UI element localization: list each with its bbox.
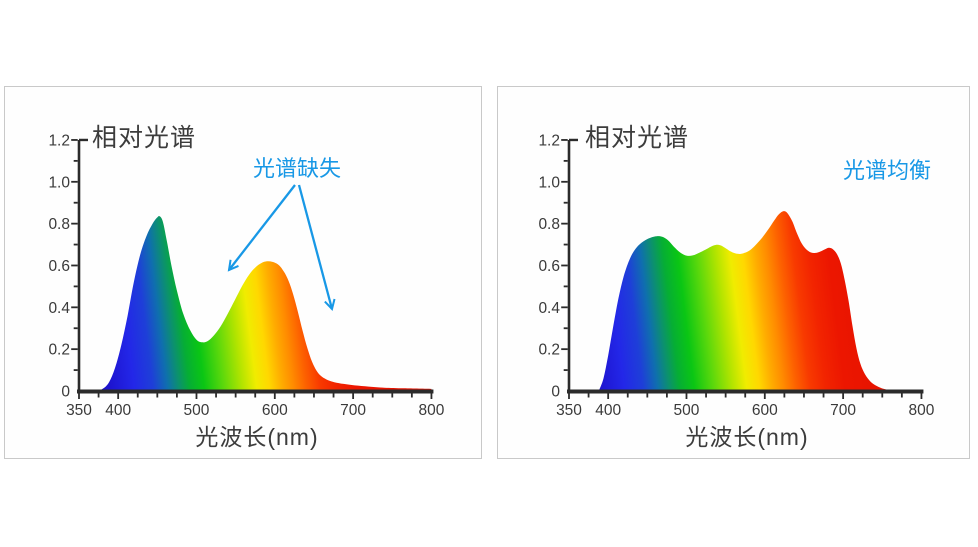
spectrum-area-chart-right: 0 0.2 0.4 0.6 0.8 1.0 1.2 350 400 500 600 700 800 (538, 132, 935, 419)
x-tick-label: 350 (66, 402, 92, 419)
y-tick-label: 0.2 (48, 342, 70, 359)
x-tick-label: 800 (909, 402, 935, 419)
x-tick-label: 500 (674, 402, 700, 419)
x-tick-label: 350 (556, 402, 582, 419)
x-tick-label: 700 (340, 402, 366, 419)
y-tick-label: 1.0 (48, 174, 70, 191)
y-tick-label: 0 (61, 384, 70, 401)
y-tick-label: 0.4 (48, 300, 70, 317)
y-tick-label: 0 (551, 384, 560, 401)
x-tick-label: 700 (830, 402, 856, 419)
annotation-arrow (297, 184, 336, 311)
y-tick-label: 0.8 (538, 216, 560, 233)
x-axis-label: 光波长(nm) (195, 424, 319, 450)
spectrum-curve (598, 211, 900, 392)
chart-title: 相对光谱 (92, 124, 197, 152)
y-tick-label: 0.8 (48, 216, 70, 233)
x-tick-label: 600 (752, 402, 778, 419)
y-tick-label: 0.6 (48, 258, 70, 275)
spectrum-curve (96, 215, 432, 392)
x-tick-label: 500 (184, 402, 210, 419)
x-tick-label: 600 (262, 402, 288, 419)
y-tick-label: 0.6 (538, 258, 560, 275)
y-tick-label: 0.2 (538, 342, 560, 359)
spectrum-area-chart-left: 0 0.2 0.4 0.6 0.8 1.0 1.2 350 400 500 600 700 800 (48, 132, 445, 419)
chart-panel-balanced-spectrum: 0 0.2 0.4 0.6 0.8 1.0 1.2 350 400 500 600 700 800 相对… (497, 86, 970, 459)
chart-title: 相对光谱 (585, 124, 690, 152)
annotation-spectrum-missing: 光谱缺失 (252, 156, 342, 181)
y-tick-label: 1.2 (48, 132, 70, 149)
annotation-spectrum-balanced: 光谱均衡 (842, 158, 932, 183)
annotation-arrow (227, 184, 296, 272)
y-tick-label: 1.0 (538, 174, 560, 191)
x-tick-label: 400 (105, 402, 131, 419)
y-tick-label: 0.4 (538, 300, 560, 317)
x-axis-label: 光波长(nm) (685, 424, 809, 450)
chart-panel-missing-spectrum: 0 0.2 0.4 0.6 0.8 1.0 1.2 350 400 500 600 700 800 相对… (4, 86, 482, 459)
y-tick-label: 1.2 (538, 132, 560, 149)
x-tick-label: 400 (595, 402, 621, 419)
x-tick-label: 800 (419, 402, 445, 419)
